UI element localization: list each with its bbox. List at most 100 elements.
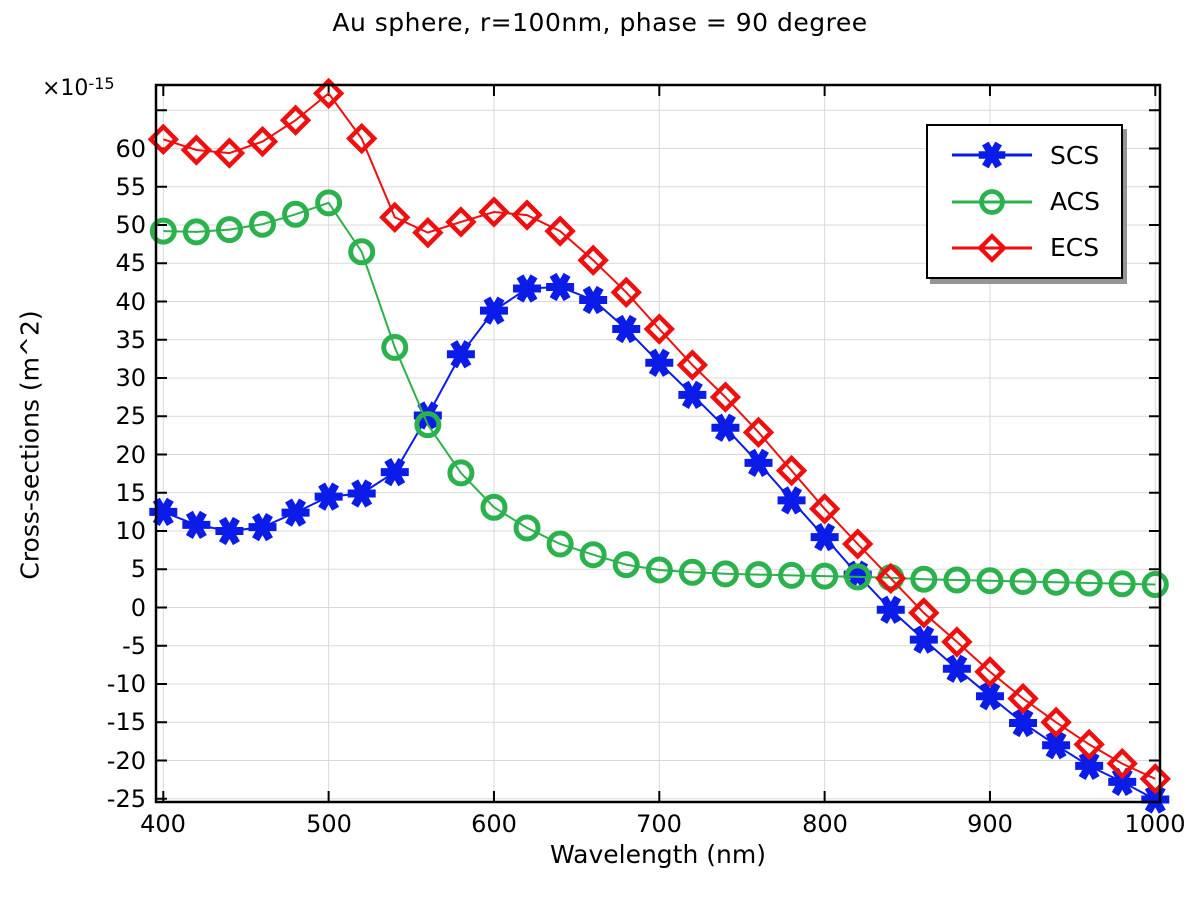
asterisk-arm: [814, 522, 836, 552]
diamond-marker: [1106, 747, 1138, 780]
diamond-marker: [412, 216, 444, 249]
circle-marker: [282, 200, 310, 228]
asterisk-marker: [215, 516, 244, 546]
asterisk-marker: [909, 625, 938, 654]
circle-marker: [414, 411, 442, 439]
circle-marker: [480, 493, 508, 521]
asterisk-marker: [380, 457, 409, 487]
asterisk-arm: [450, 340, 472, 369]
circle-marker: [612, 551, 640, 579]
circle-marker: [149, 217, 177, 245]
diamond-marker: [346, 122, 378, 155]
asterisk-marker: [744, 448, 773, 478]
circle-marker: [979, 188, 1005, 215]
diamond-marker: [445, 206, 477, 238]
circle-marker: [811, 562, 839, 590]
gridlines: [156, 85, 1160, 802]
y-tick-label: 50: [115, 211, 146, 239]
diamond-marker: [246, 125, 279, 158]
y-tick-label: 20: [115, 441, 146, 469]
diamond-marker: [977, 232, 1007, 263]
y-axis-label: Cross-sections (m^2): [15, 310, 45, 580]
asterisk-arm: [781, 486, 803, 515]
asterisk-arm: [185, 510, 207, 540]
circle-marker: [711, 560, 739, 588]
asterisk-arm: [351, 479, 373, 508]
circle-marker: [381, 333, 409, 361]
y-tick-label: 40: [115, 288, 146, 316]
diamond-marker: [1040, 706, 1072, 738]
asterisk-arm: [979, 682, 1001, 711]
y-tick-label: -5: [122, 632, 146, 660]
series-acs: [149, 189, 1169, 599]
asterisk-arm: [946, 654, 968, 683]
y-tick-label: 25: [115, 402, 146, 430]
asterisk-arm: [318, 482, 340, 511]
diamond-marker: [908, 597, 940, 629]
diamond-marker: [941, 626, 973, 658]
diamond-marker: [213, 137, 246, 169]
asterisk-arm: [1012, 708, 1034, 738]
tick-marks: [156, 85, 1160, 802]
asterisk-arm: [1045, 731, 1067, 760]
circle-marker: [1075, 569, 1103, 597]
legend-item-ecs: ECS: [928, 231, 1121, 265]
x-axis-label: Wavelength (nm): [550, 840, 766, 869]
y-tick-label: 5: [130, 555, 146, 583]
legend-label-acs: ACS: [1050, 187, 1100, 216]
y-tick-label: -10: [106, 670, 146, 698]
legend-item-scs: SCS: [928, 138, 1121, 172]
x-tick-label: 1000: [1124, 810, 1186, 838]
asterisk-arm: [681, 380, 703, 409]
asterisk-marker: [347, 479, 376, 508]
asterisk-arm: [582, 285, 604, 315]
circle-marker: [546, 530, 574, 558]
asterisk-marker: [975, 682, 1004, 711]
asterisk-arm: [982, 141, 1002, 169]
diamond-marker: [279, 104, 312, 136]
asterisk-marker: [1042, 731, 1071, 760]
asterisk-marker: [546, 272, 575, 302]
circle-marker: [447, 459, 475, 487]
x-tick-label: 600: [471, 810, 517, 838]
diamond-marker: [875, 562, 907, 595]
asterisk-marker: [876, 595, 905, 624]
asterisk-marker: [678, 380, 707, 409]
circle-marker: [910, 565, 938, 593]
circle-marker: [182, 218, 210, 246]
asterisk-marker: [579, 285, 608, 315]
y-tick-label: 55: [115, 173, 146, 201]
asterisk-marker: [612, 314, 641, 344]
y-tick-label: 15: [115, 479, 146, 507]
diamond-marker: [1139, 763, 1171, 795]
series-ecs: [147, 77, 1171, 795]
y-tick-label: 45: [115, 249, 146, 277]
y-tick-label: -15: [106, 708, 146, 736]
circle-marker: [943, 566, 971, 594]
diamond-marker: [808, 493, 841, 525]
circle-marker: [513, 514, 541, 542]
ecs-line-marker-sample: [952, 232, 1032, 263]
asterisk-arm: [152, 497, 174, 526]
acs-line: [163, 201, 1156, 586]
circle-marker: [315, 189, 343, 217]
chart-title: Au sphere, r=100nm, phase = 90 degree: [332, 8, 868, 37]
diamond-marker: [379, 201, 411, 234]
diamond-marker: [577, 244, 609, 276]
asterisk-marker: [810, 522, 839, 552]
y-axis-multiplier-exponent: -15: [88, 74, 115, 93]
y-tick-label: -20: [106, 747, 146, 775]
y-tick-label: 10: [115, 517, 146, 545]
asterisk-marker: [942, 654, 971, 683]
legend-item-acs: ACS: [928, 185, 1121, 219]
y-axis-multiplier-base: ×10: [42, 76, 89, 101]
x-tick-label: 400: [140, 810, 186, 838]
asterisk-arm: [252, 513, 273, 542]
asterisk-arm: [218, 516, 240, 546]
circle-marker: [1009, 567, 1037, 595]
diamond-marker: [709, 381, 742, 413]
circle-marker: [348, 238, 376, 266]
circle-marker: [1108, 570, 1136, 598]
asterisk-arm: [714, 413, 736, 442]
